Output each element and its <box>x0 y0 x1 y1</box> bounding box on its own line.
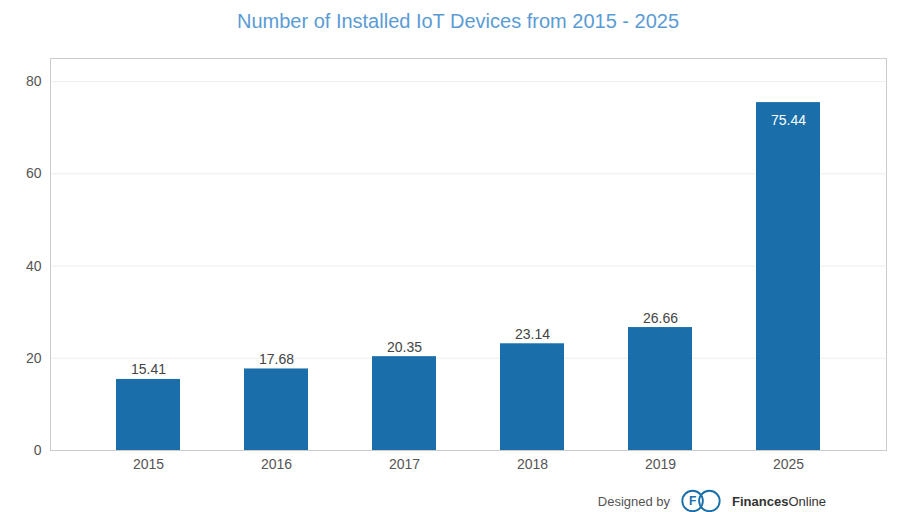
svg-text:26.66: 26.66 <box>643 310 678 326</box>
svg-text:2019: 2019 <box>645 456 676 472</box>
svg-text:2017: 2017 <box>389 456 420 472</box>
svg-text:0: 0 <box>34 442 42 458</box>
svg-text:80: 80 <box>26 73 42 89</box>
html-text:Number of Installed IoT Device: Number of Installed IoT Devices from 201… <box>237 10 679 32</box>
svg-text:60: 60 <box>26 165 42 181</box>
html-text:Designed by: Designed by <box>597 493 671 509</box>
svg-text:F: F <box>689 494 696 508</box>
html-text:Finances Online: Finances Online <box>732 493 826 509</box>
svg-text:17.68: 17.68 <box>259 351 294 367</box>
svg-text:20.35: 20.35 <box>387 339 422 355</box>
svg-text:2015: 2015 <box>133 456 164 472</box>
svg-text:75.44: 75.44 <box>771 112 806 128</box>
svg-text:2018: 2018 <box>517 456 548 472</box>
svg-text:2025: 2025 <box>773 456 804 472</box>
svg-text:15.41: 15.41 <box>131 361 166 377</box>
svg-text:23.14: 23.14 <box>515 326 550 342</box>
svg-text:40: 40 <box>26 258 42 274</box>
svg-text:2016: 2016 <box>261 456 292 472</box>
svg-text:20: 20 <box>26 350 42 366</box>
